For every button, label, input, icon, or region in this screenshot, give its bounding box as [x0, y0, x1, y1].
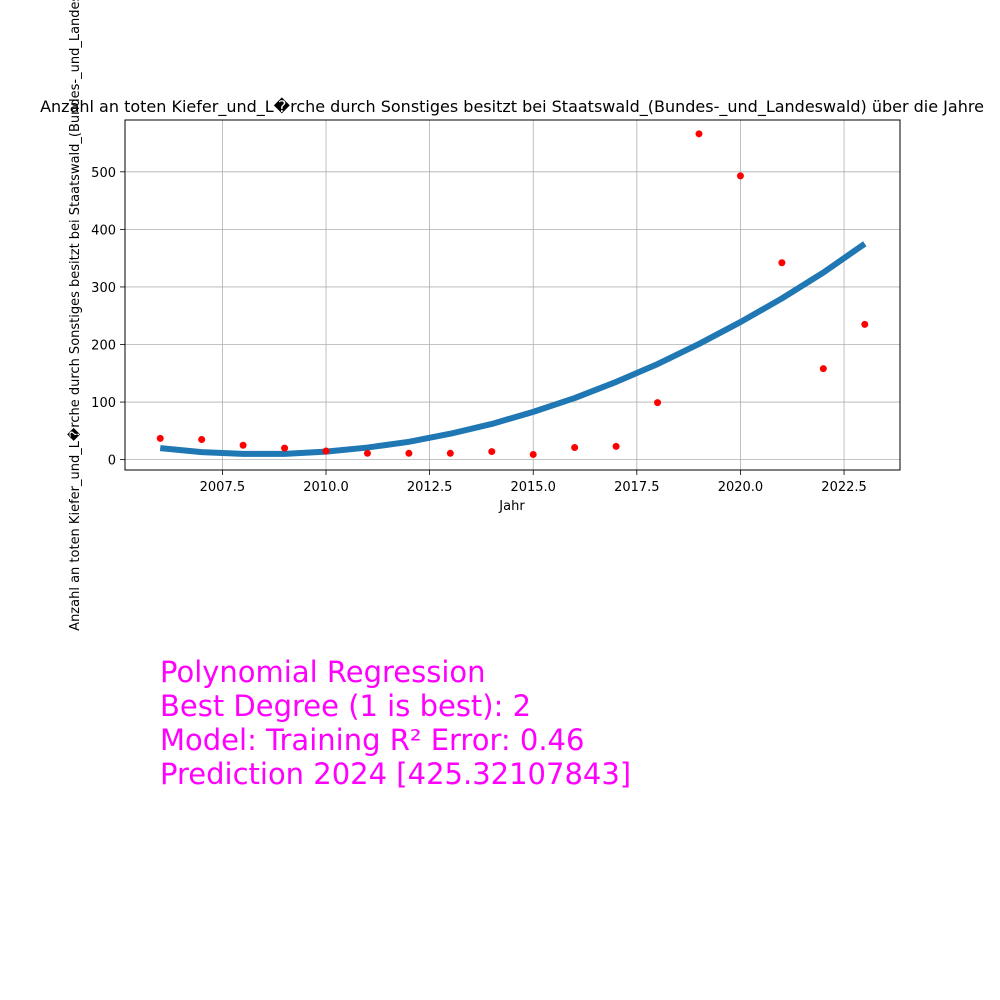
fit-line-layer: [159, 241, 867, 457]
data-point: [736, 172, 744, 180]
data-point: [281, 444, 289, 452]
data-point: [612, 442, 620, 450]
chart-title: Anzahl an toten Kiefer_und_L�rche durch …: [40, 97, 984, 117]
data-point: [695, 130, 703, 138]
data-point: [363, 449, 371, 457]
x-tick-label: 2012.5: [407, 480, 453, 495]
plot-area-frame: [124, 119, 901, 471]
data-point: [529, 450, 537, 458]
y-tick-label: 100: [91, 396, 116, 411]
x-tick-label: 2017.5: [614, 480, 660, 495]
data-point: [778, 259, 786, 267]
y-tick-label: 0: [108, 454, 116, 469]
x-axis-ticks: 2007.5 2010.0 2012.5 2015.0 2017.5 2020.0 2022…: [200, 470, 867, 495]
data-point: [156, 434, 164, 442]
x-tick-label: 2020.0: [718, 480, 764, 495]
data-point: [654, 399, 662, 407]
data-point: [571, 444, 579, 452]
data-point: [405, 449, 413, 457]
data-point: [239, 441, 247, 449]
regression-summary: Polynomial Regression Best Degree (1 is …: [160, 655, 631, 791]
data-points-layer: [156, 130, 869, 458]
y-tick-label: 500: [91, 166, 116, 181]
y-axis-ticks: 0 100 200 300 400 500: [91, 166, 125, 469]
data-point: [819, 365, 827, 373]
summary-training-error: Model: Training R² Error: 0.46: [160, 723, 585, 757]
data-point: [488, 448, 496, 456]
summary-best-degree: Best Degree (1 is best): 2: [160, 689, 532, 723]
regression-fit-line: [159, 241, 867, 457]
x-axis-label: Jahr: [498, 499, 525, 514]
data-point: [446, 449, 454, 457]
data-point: [322, 447, 330, 455]
data-point: [861, 320, 869, 328]
x-tick-label: 2015.0: [510, 480, 556, 495]
y-axis-label: Anzahl an toten Kiefer_und_L�rche durch …: [66, 0, 83, 631]
grid: [125, 120, 900, 470]
y-tick-label: 400: [91, 223, 116, 238]
y-tick-label: 300: [91, 281, 116, 296]
summary-prediction: Prediction 2024 [425.32107843]: [160, 757, 632, 791]
x-tick-label: 2010.0: [303, 480, 349, 495]
x-tick-label: 2022.5: [821, 480, 867, 495]
data-point: [198, 435, 206, 443]
x-tick-label: 2007.5: [200, 480, 246, 495]
summary-method: Polynomial Regression: [160, 655, 486, 689]
y-tick-label: 200: [91, 339, 116, 354]
